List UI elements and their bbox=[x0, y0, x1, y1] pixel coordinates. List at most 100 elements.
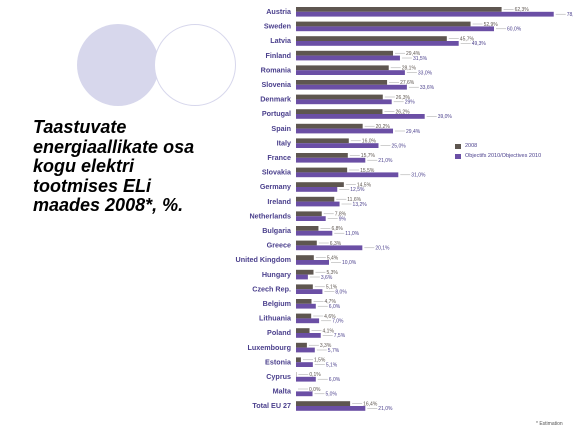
value-label-2008: 52,9% bbox=[484, 22, 499, 28]
bar-2008 bbox=[296, 50, 394, 56]
value-label-2008: 4,6% bbox=[324, 314, 336, 320]
value-label-2008: 29,4% bbox=[406, 51, 421, 57]
value-label-2008: 26,3% bbox=[396, 95, 411, 101]
value-label-2008: 27,6% bbox=[400, 80, 415, 86]
bar-objective-2010 bbox=[296, 362, 313, 367]
headline-line-5: maades 2008*, %. bbox=[33, 195, 184, 215]
value-label-objective: 6,0% bbox=[329, 304, 341, 310]
bar-2008 bbox=[296, 255, 314, 260]
value-label-2008: 62,3% bbox=[515, 7, 530, 13]
bar-2008 bbox=[296, 328, 310, 333]
value-label-2008: 5,4% bbox=[327, 255, 339, 261]
category-label: Belgium bbox=[263, 299, 291, 308]
category-label: Austria bbox=[266, 7, 292, 16]
category-label: Netherlands bbox=[249, 211, 291, 220]
category-label: Estonia bbox=[265, 357, 292, 366]
bar-2008 bbox=[296, 7, 502, 12]
category-label: Spain bbox=[271, 124, 291, 133]
bar-objective-2010 bbox=[296, 303, 316, 309]
value-label-objective: 12,5% bbox=[350, 187, 365, 193]
value-label-2008: 28,1% bbox=[402, 66, 417, 72]
category-label: Romania bbox=[261, 65, 292, 74]
value-label-2008: 7,8% bbox=[335, 212, 347, 218]
bar-2008 bbox=[296, 240, 317, 246]
bar-2008 bbox=[296, 109, 383, 114]
category-label: Luxembourg bbox=[247, 343, 291, 352]
value-label-objective: 31,0% bbox=[411, 173, 426, 179]
category-label: Finland bbox=[265, 51, 291, 60]
bar-2008 bbox=[296, 36, 447, 41]
value-label-2008: 15,5% bbox=[360, 168, 375, 174]
category-label-total: Total EU 27 bbox=[252, 401, 291, 410]
category-label: Portugal bbox=[262, 109, 291, 118]
value-label-2008: 0,0% bbox=[309, 387, 321, 393]
bar-2008 bbox=[296, 342, 307, 348]
value-label-objective: 21,0% bbox=[378, 158, 393, 164]
bar-2008 bbox=[296, 94, 383, 100]
bar-objective-2010 bbox=[296, 41, 459, 46]
value-label-2008: 14,5% bbox=[357, 182, 372, 188]
value-label-objective: 10,0% bbox=[342, 260, 357, 266]
bar-objective-2010 bbox=[296, 128, 394, 134]
value-label-objective: 29,4% bbox=[406, 129, 421, 135]
bar-objective-2010 bbox=[296, 216, 326, 221]
chart-legend: 2008 Objectifs 2010/Objectives 2010 bbox=[455, 141, 541, 161]
bar-objective-2010 bbox=[296, 70, 405, 75]
bar-objective-2010 bbox=[296, 318, 320, 324]
bar-objective-2010 bbox=[296, 406, 366, 411]
value-label-objective: 49,3% bbox=[472, 41, 487, 47]
value-label-objective: 33,6% bbox=[420, 85, 435, 91]
legend-label-2008: 2008 bbox=[465, 143, 478, 149]
category-label: Slovenia bbox=[261, 80, 292, 89]
bar-objective-2010 bbox=[296, 157, 366, 163]
bar-objective-2010 bbox=[296, 201, 340, 207]
category-label: Malta bbox=[273, 387, 292, 396]
category-label: Hungary bbox=[262, 270, 291, 279]
value-label-2008: 3,3% bbox=[320, 343, 332, 349]
value-label-2008: 5,1% bbox=[326, 285, 338, 291]
bar-2008 bbox=[296, 211, 322, 217]
value-label-objective: 20,1% bbox=[375, 246, 390, 252]
value-label-objective: 5,7% bbox=[328, 348, 340, 354]
legend-swatch-objectives bbox=[455, 153, 461, 159]
bar-objective-2010 bbox=[296, 245, 363, 251]
bar-objective-2010 bbox=[296, 347, 315, 353]
value-label-objective: 29% bbox=[405, 100, 416, 106]
value-label-2008: 6,3% bbox=[330, 241, 342, 247]
value-label-2008: 16,4% bbox=[363, 401, 378, 407]
legend-swatch-2008 bbox=[455, 143, 461, 149]
bar-2008 bbox=[296, 401, 351, 406]
bar-2008 bbox=[296, 138, 349, 144]
bar-2008 bbox=[296, 123, 363, 129]
category-label: Sweden bbox=[264, 22, 291, 31]
bar-2008 bbox=[296, 284, 313, 290]
category-label: Poland bbox=[267, 328, 291, 337]
category-label: Lithuania bbox=[259, 314, 292, 323]
value-label-objective: 8,0% bbox=[335, 289, 347, 295]
bar-2008 bbox=[296, 226, 319, 231]
bar-objective-2010 bbox=[296, 187, 338, 192]
value-label-2008: 15,7% bbox=[361, 153, 376, 159]
headline-line-3: kogu elektri bbox=[33, 156, 135, 176]
category-label: Italy bbox=[277, 138, 291, 147]
legend-label-objectives: Objectifs 2010/Objectives 2010 bbox=[465, 153, 542, 159]
value-label-objective: 39,0% bbox=[438, 114, 453, 120]
headline-line-4: tootmises ELi bbox=[33, 175, 152, 196]
category-label: Latvia bbox=[270, 36, 292, 45]
value-label-objective: 78,1% bbox=[567, 12, 573, 18]
value-label-objective: 7,5% bbox=[334, 333, 346, 339]
value-label-objective: 33,0% bbox=[418, 70, 433, 76]
legend-item-objectives: Objectifs 2010/Objectives 2010 bbox=[455, 151, 541, 161]
category-label: Czech Rep. bbox=[252, 284, 291, 293]
value-label-objective: 5,0% bbox=[326, 392, 338, 398]
value-label-objective: 60,0% bbox=[507, 27, 522, 33]
bar-objective-2010 bbox=[296, 260, 329, 265]
value-label-objective: 11,0% bbox=[345, 231, 359, 237]
value-label-objective: 6,0% bbox=[329, 377, 341, 383]
value-label-objective: 25,0% bbox=[392, 143, 407, 149]
bar-2008 bbox=[296, 182, 344, 187]
value-label-2008: 26,2% bbox=[395, 109, 410, 115]
bar-2008 bbox=[296, 357, 301, 363]
bar-objective-2010 bbox=[296, 114, 425, 119]
